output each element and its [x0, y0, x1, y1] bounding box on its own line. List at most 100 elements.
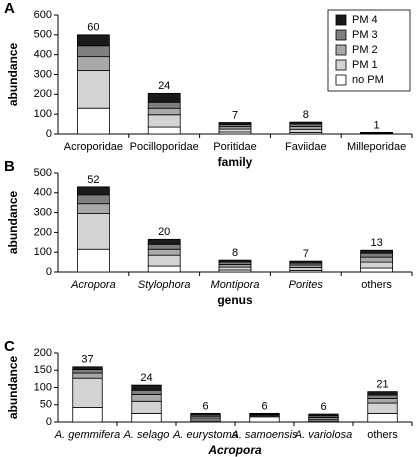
legend-label: PM 3 [352, 29, 378, 41]
y-tick-label: 150 [34, 364, 52, 376]
x-tick-label: Faviidae [285, 141, 327, 153]
y-tick-label: 500 [34, 29, 52, 41]
y-tick-label: 0 [46, 128, 52, 140]
count-label: 7 [232, 109, 238, 121]
bar-segment [131, 384, 162, 391]
bar-segment [77, 248, 110, 273]
bar-segment [147, 254, 181, 267]
legend-label: no PM [352, 74, 384, 86]
bar-segment [77, 56, 110, 71]
x-tick-label: A. gemmifera [54, 429, 120, 441]
bar-segment [249, 412, 280, 415]
bar-segment [77, 70, 110, 109]
count-label: 13 [370, 237, 382, 249]
y-axis-title: abundance [6, 191, 20, 255]
count-label: 60 [87, 22, 99, 34]
legend-label: PM 1 [352, 59, 378, 71]
y-tick-label: 400 [34, 187, 52, 199]
bar-segment [308, 413, 339, 417]
x-tick-label: Poritidae [213, 141, 256, 153]
bar-segment [218, 122, 252, 125]
bar-segment [72, 366, 103, 370]
x-tick-label: A. selago [123, 429, 170, 441]
y-tick-label: 300 [34, 68, 52, 80]
bar-segment [289, 128, 323, 133]
y-tick-label: 50 [40, 399, 52, 411]
x-tick-label: Pocilloporidae [130, 141, 199, 153]
bar-segment [360, 261, 394, 269]
bar-segment [77, 186, 110, 196]
bar-segment [367, 394, 398, 399]
legend-label: PM 2 [352, 44, 378, 56]
count-label: 6 [320, 401, 326, 413]
y-tick-label: 100 [34, 381, 52, 393]
x-axis-title: family [218, 155, 253, 169]
y-tick-label: 100 [34, 246, 52, 258]
bar-segment [72, 377, 103, 408]
y-axis-title: abundance [6, 43, 20, 107]
bar-segment [190, 412, 221, 416]
bar-segment [147, 248, 181, 256]
bar-segment [77, 34, 110, 47]
x-tick-label: A. eurystoma [172, 429, 238, 441]
bar-segment [218, 259, 252, 263]
count-label: 24 [158, 80, 170, 92]
count-label: 8 [303, 109, 309, 121]
y-tick-label: 600 [34, 9, 52, 21]
y-tick-label: 0 [46, 266, 52, 278]
bar-segment [77, 45, 110, 58]
panel-letter: B [4, 158, 15, 175]
bar-segment [360, 267, 394, 273]
bar-segment [360, 252, 394, 258]
bar-segment [147, 265, 181, 273]
bar-segment [218, 266, 252, 271]
bar-segment [147, 107, 181, 116]
bar-segment [77, 213, 110, 250]
bar-segment [131, 393, 162, 402]
bar-segment [147, 114, 181, 128]
count-label: 1 [374, 119, 380, 131]
x-tick-label: A. samoensis [230, 429, 298, 441]
count-label: 7 [303, 248, 309, 260]
y-tick-label: 200 [34, 88, 52, 100]
bar-segment [367, 402, 398, 414]
x-tick-label: Montipora [211, 279, 260, 291]
panel-letter: A [4, 0, 15, 17]
count-label: 37 [81, 354, 93, 366]
x-tick-label: others [367, 429, 398, 441]
panel-letter: C [4, 338, 15, 355]
legend-swatch [335, 74, 347, 86]
bar-segment [131, 412, 162, 423]
bar-segment [249, 416, 280, 423]
bar-segment [77, 194, 110, 205]
x-axis-title: Acropora [207, 443, 262, 457]
bar-segment [147, 101, 181, 109]
count-label: 6 [202, 400, 208, 412]
x-tick-label: A. variolosa [294, 429, 352, 441]
x-tick-label: Acroporidae [64, 141, 123, 153]
bar-segment [147, 238, 181, 245]
bar-segment [360, 256, 394, 263]
bar-segment [289, 126, 323, 130]
y-tick-label: 200 [34, 226, 52, 238]
bar-segment [72, 369, 103, 374]
bar-segment [367, 391, 398, 396]
bar-segment [289, 121, 323, 125]
x-tick-label: others [361, 279, 392, 291]
bar-segment [367, 412, 398, 423]
y-tick-label: 200 [34, 347, 52, 359]
y-tick-label: 100 [34, 108, 52, 120]
count-label: 20 [158, 226, 170, 238]
bar-segment [147, 92, 181, 103]
count-label: 6 [261, 400, 267, 412]
bar-segment [289, 267, 323, 271]
bar-segment [147, 243, 181, 250]
count-label: 8 [232, 247, 238, 259]
bar-segment [77, 203, 110, 214]
legend-swatch [335, 14, 347, 26]
count-label: 24 [140, 372, 152, 384]
bar-segment [77, 107, 110, 135]
bar-segment [367, 398, 398, 404]
bar-segment [131, 389, 162, 395]
